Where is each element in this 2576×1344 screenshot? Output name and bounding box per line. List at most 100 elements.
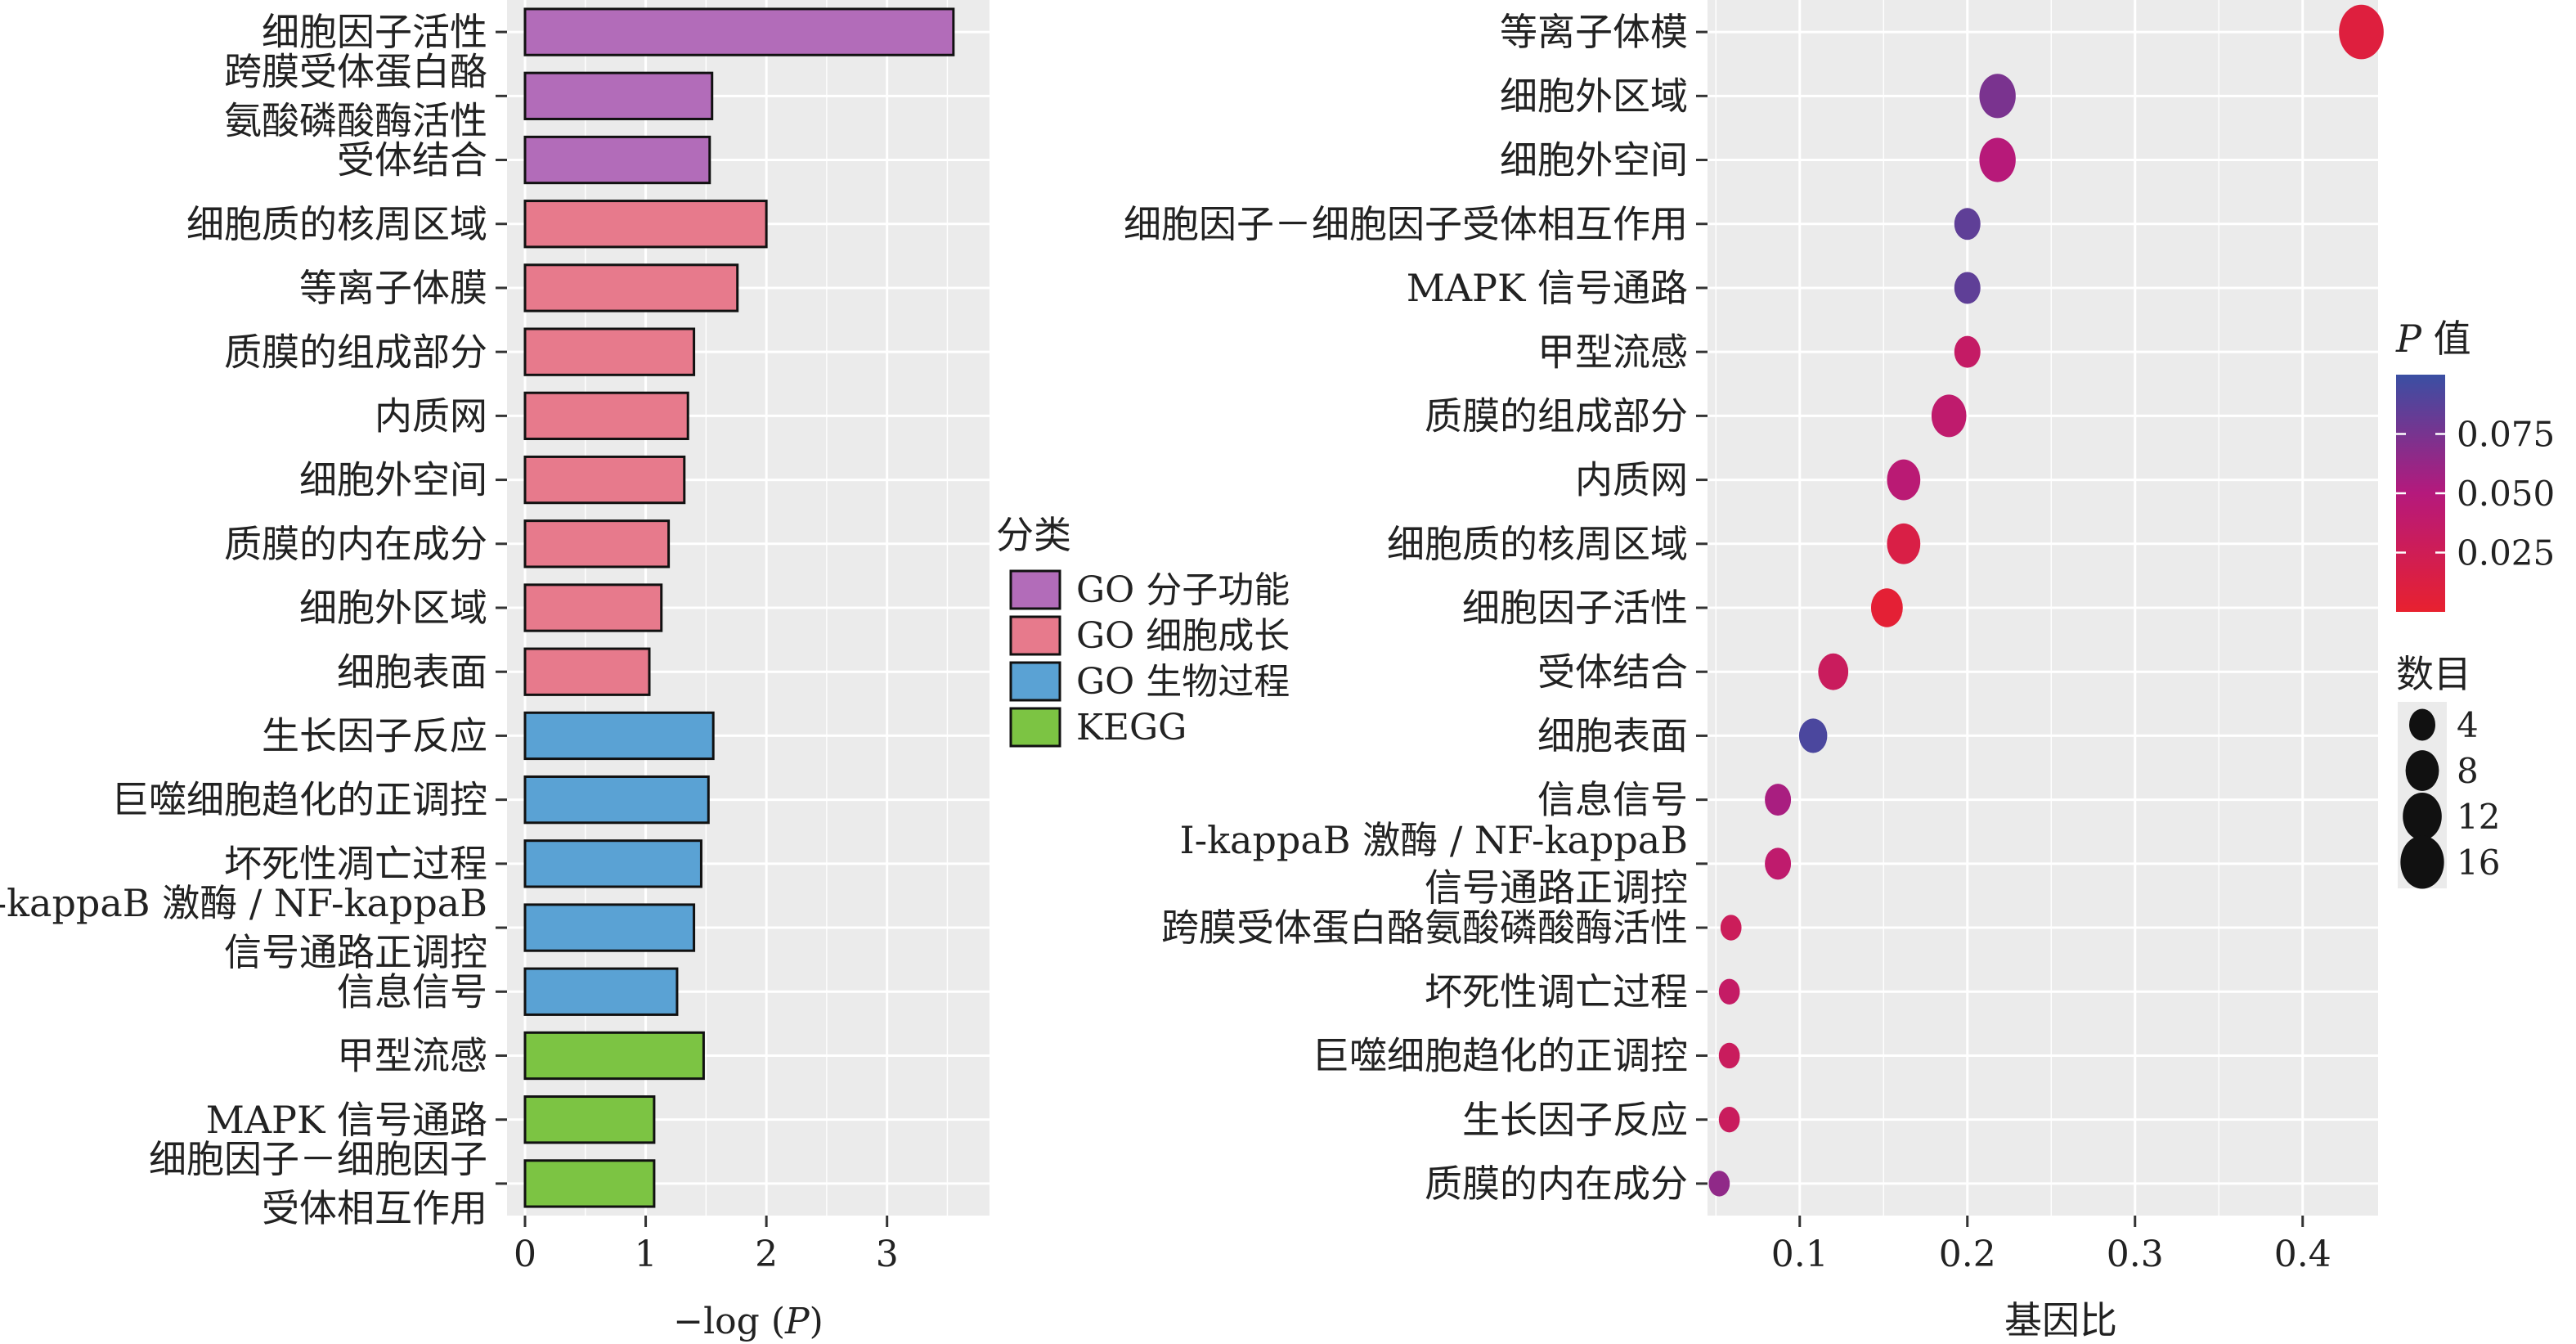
dot-term-label: 巨噬细胞趋化的正调控 bbox=[1312, 1034, 1688, 1078]
label-line: 甲型流感 bbox=[337, 1034, 487, 1078]
dot-point bbox=[1979, 74, 2016, 119]
label-line: 细胞质的核周区域 bbox=[186, 202, 487, 246]
dot-point bbox=[1798, 718, 1828, 753]
bar bbox=[523, 455, 686, 505]
label-line: 信息信号 bbox=[1537, 778, 1688, 822]
bar-category-label: 细胞因子活性 bbox=[262, 10, 487, 54]
bar bbox=[523, 135, 711, 185]
bar-chart-panel: 细胞因子活性跨膜受体蛋白酪氨酸磷酸酶活性受体结合细胞质的核周区域等离子体膜质膜的… bbox=[0, 0, 990, 1342]
bar bbox=[523, 263, 739, 312]
label-line: 质膜的组成部分 bbox=[224, 330, 487, 374]
bar bbox=[523, 775, 710, 825]
bar-x-tick-label: 1 bbox=[635, 1234, 657, 1275]
category-legend-label: KEGG bbox=[1076, 707, 1187, 748]
label-line: 受体结合 bbox=[1537, 650, 1688, 694]
count-legend-label: 12 bbox=[2457, 797, 2500, 837]
dot-point bbox=[1931, 394, 1967, 438]
count-legend-label: 4 bbox=[2457, 705, 2479, 745]
bar bbox=[523, 71, 714, 120]
bar-category-label: 巨噬细胞趋化的正调控 bbox=[111, 778, 487, 822]
dot-point bbox=[1870, 588, 1903, 627]
bar bbox=[523, 7, 955, 56]
bar bbox=[523, 1095, 656, 1144]
bar-category-label: 内质网 bbox=[375, 393, 487, 438]
dot-x-tick-label: 0.2 bbox=[1939, 1234, 1996, 1275]
dot-point bbox=[1718, 1042, 1740, 1069]
bar bbox=[523, 711, 715, 761]
bar-category-labels: 细胞因子活性跨膜受体蛋白酪氨酸磷酸酶活性受体结合细胞质的核周区域等离子体膜质膜的… bbox=[0, 10, 507, 1230]
dot-point bbox=[1887, 523, 1921, 564]
dot-term-label: 坏死性调亡过程 bbox=[1425, 969, 1688, 1014]
count-legend-dot bbox=[2409, 708, 2435, 741]
label-line: 细胞因子活性 bbox=[1462, 586, 1688, 630]
dot-term-label: 细胞外空间 bbox=[1500, 138, 1688, 182]
bar-category-label: 坏死性凋亡过程 bbox=[224, 842, 487, 886]
label-line: 细胞因子－细胞因子 bbox=[149, 1137, 487, 1181]
bar-x-tick-labels: 0 1 2 3 bbox=[514, 1216, 899, 1275]
label-line: 甲型流感 bbox=[1537, 330, 1688, 374]
bar bbox=[523, 967, 679, 1016]
bar bbox=[523, 583, 663, 632]
count-legend-entries: 4 8 12 16 bbox=[2400, 705, 2500, 889]
label-line: 细胞质的核周区域 bbox=[1387, 522, 1688, 566]
bar bbox=[523, 519, 671, 569]
bar-x-axis-title: −log (P) bbox=[673, 1301, 824, 1342]
bar-category-label: 甲型流感 bbox=[337, 1034, 487, 1078]
bar-category-label: 质膜的组成部分 bbox=[224, 330, 487, 374]
dot-point bbox=[1979, 137, 2016, 182]
label-line: 生长因子反应 bbox=[1462, 1098, 1688, 1142]
bar-category-label: 细胞因子－细胞因子受体相互作用 bbox=[149, 1137, 487, 1230]
dot-point bbox=[1718, 1106, 1740, 1133]
dot-term-label: 信息信号 bbox=[1537, 778, 1688, 822]
label-line: 内质网 bbox=[375, 393, 487, 438]
bar-x-tick-label: 3 bbox=[876, 1234, 899, 1275]
label-line: 细胞外空间 bbox=[1500, 138, 1688, 182]
label-line: 受体结合 bbox=[337, 138, 487, 182]
bar bbox=[523, 1031, 705, 1081]
bar-category-label: 细胞表面 bbox=[337, 650, 487, 694]
dot-x-tick-label: 0.4 bbox=[2274, 1234, 2331, 1275]
dot-term-label: 跨膜受体蛋白酪氨酸磷酸酶活性 bbox=[1161, 906, 1688, 950]
category-legend-key bbox=[1009, 661, 1061, 702]
label-line: 巨噬细胞趋化的正调控 bbox=[111, 778, 487, 822]
bar-category-label: 信息信号 bbox=[337, 969, 487, 1014]
count-legend-dot bbox=[2403, 792, 2442, 841]
dot-term-label: I-kappaB 激酶 / NF-kappaB 信号通路正调控 bbox=[1179, 818, 1688, 910]
dot-point bbox=[1818, 653, 1849, 690]
label-line: 氨酸磷酸酶活性 bbox=[224, 98, 487, 142]
label-line: 质膜的内在成分 bbox=[1425, 1162, 1688, 1206]
bar-category-label: 细胞外区域 bbox=[299, 586, 487, 630]
dot-term-label: MAPK 信号通路 bbox=[1407, 266, 1688, 310]
dot-point bbox=[1765, 847, 1792, 880]
label-line: 信号通路正调控 bbox=[224, 930, 487, 974]
dot-term-label: 细胞表面 bbox=[1537, 714, 1688, 758]
dot-x-tick-labels: 0.1 0.2 0.3 0.4 bbox=[1771, 1216, 2331, 1275]
label-line: 细胞外空间 bbox=[299, 458, 487, 502]
bar-x-tick-label: 2 bbox=[755, 1234, 778, 1275]
p-value-legend-ticks: 0.075 0.050 0.025 bbox=[2396, 415, 2555, 573]
count-legend: 数目 4 8 12 16 bbox=[2396, 652, 2500, 889]
bar-category-label: 跨膜受体蛋白酪氨酸磷酸酶活性 bbox=[224, 49, 487, 142]
bar-category-label: 等离子体膜 bbox=[299, 266, 487, 310]
label-line: 细胞因子活性 bbox=[262, 10, 487, 54]
bar-marks bbox=[523, 7, 955, 1208]
dot-point bbox=[1887, 459, 1921, 501]
bar bbox=[523, 839, 702, 888]
label-line: MAPK 信号通路 bbox=[206, 1098, 487, 1142]
label-line: 质膜的内在成分 bbox=[224, 522, 487, 566]
dot-term-label: 甲型流感 bbox=[1537, 330, 1688, 374]
category-legend-label: GO 细胞成长 bbox=[1076, 615, 1290, 657]
dot-point bbox=[1954, 208, 1981, 240]
label-line: 细胞表面 bbox=[1537, 714, 1688, 758]
bar-category-label: 受体结合 bbox=[337, 138, 487, 182]
label-line: 跨膜受体蛋白酪 bbox=[224, 49, 487, 93]
bar-category-label: 细胞外空间 bbox=[299, 458, 487, 502]
dot-x-tick-label: 0.1 bbox=[1771, 1234, 1829, 1275]
label-line: 信号通路正调控 bbox=[1425, 865, 1688, 910]
p-legend-tick-label: 0.050 bbox=[2457, 474, 2555, 514]
dot-term-label: 受体结合 bbox=[1537, 650, 1688, 694]
label-line: 坏死性凋亡过程 bbox=[224, 842, 487, 886]
dot-x-tick-label: 0.3 bbox=[2107, 1234, 2164, 1275]
label-line: 等离子体膜 bbox=[299, 266, 487, 310]
